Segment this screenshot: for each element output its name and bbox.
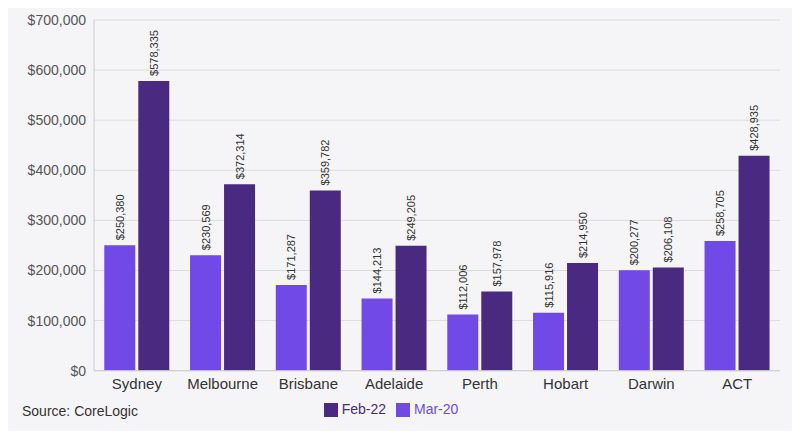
svg-text:$157,978: $157,978 xyxy=(491,241,503,287)
svg-text:$578,335: $578,335 xyxy=(148,30,160,76)
svg-text:$249,205: $249,205 xyxy=(405,195,417,241)
svg-text:$144,213: $144,213 xyxy=(371,248,383,294)
svg-text:Perth: Perth xyxy=(462,375,498,392)
svg-text:Darwin: Darwin xyxy=(628,375,675,392)
svg-text:$300,000: $300,000 xyxy=(28,212,87,228)
svg-text:$214,950: $214,950 xyxy=(577,212,589,258)
svg-text:$112,006: $112,006 xyxy=(457,265,469,310)
svg-text:$500,000: $500,000 xyxy=(28,112,87,128)
svg-text:$200,277: $200,277 xyxy=(628,219,640,265)
svg-text:$206,108: $206,108 xyxy=(662,217,674,263)
svg-text:$258,705: $258,705 xyxy=(714,190,726,236)
svg-text:$359,782: $359,782 xyxy=(319,140,331,186)
svg-text:$250,380: $250,380 xyxy=(114,194,126,240)
svg-text:$230,569: $230,569 xyxy=(200,204,212,250)
html-text:Feb-22: Feb-22 xyxy=(341,400,386,417)
svg-text:Melbourne: Melbourne xyxy=(187,375,258,392)
html-text:Mar-20: Mar-20 xyxy=(414,400,459,417)
svg-text:ACT: ACT xyxy=(722,375,752,392)
svg-text:Hobart: Hobart xyxy=(543,375,589,392)
svg-text:$171,287: $171,287 xyxy=(285,234,297,280)
svg-text:Adelaide: Adelaide xyxy=(365,375,423,392)
svg-text:$100,000: $100,000 xyxy=(28,313,87,329)
svg-text:Brisbane: Brisbane xyxy=(279,375,338,392)
svg-text:$372,314: $372,314 xyxy=(234,133,246,179)
svg-text:$0: $0 xyxy=(70,363,86,379)
svg-text:$115,916: $115,916 xyxy=(543,263,555,308)
html-text:Source: CoreLogic: Source: CoreLogic xyxy=(22,403,138,419)
svg-text:Sydney: Sydney xyxy=(112,375,163,392)
svg-text:$200,000: $200,000 xyxy=(28,262,87,278)
svg-text:$700,000: $700,000 xyxy=(28,12,87,28)
svg-text:$400,000: $400,000 xyxy=(28,162,87,178)
svg-text:$600,000: $600,000 xyxy=(28,62,87,78)
svg-text:$428,935: $428,935 xyxy=(748,105,760,151)
